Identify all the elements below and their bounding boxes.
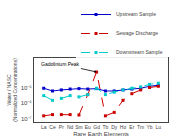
svg-text:10⁻⁷: 10⁻⁷ (21, 116, 32, 122)
svg-text:Sm: Sm (75, 124, 83, 130)
svg-text:La: La (41, 124, 47, 130)
svg-text:Lu: Lu (156, 124, 162, 130)
svg-text:Er: Er (129, 124, 134, 130)
svg-text:Downstream Sample: Downstream Sample (116, 49, 163, 55)
svg-text:Pr: Pr (59, 124, 64, 130)
svg-text:Gd: Gd (93, 124, 100, 130)
svg-text:Eu: Eu (85, 124, 91, 130)
svg-text:Yb: Yb (146, 124, 152, 130)
svg-text:Ho: Ho (120, 124, 127, 130)
svg-text:10⁻⁵: 10⁻⁵ (21, 85, 33, 91)
svg-text:Ce: Ce (49, 124, 56, 130)
svg-text:10⁻⁶: 10⁻⁶ (21, 100, 33, 106)
svg-text:Tb: Tb (102, 124, 108, 130)
svg-text:Dy: Dy (111, 124, 118, 130)
svg-text:Rare Earth Elements: Rare Earth Elements (73, 131, 129, 137)
svg-text:Sewage Discharge: Sewage Discharge (116, 30, 158, 36)
svg-text:Nd: Nd (67, 124, 74, 130)
svg-text:Gadolinium Peak: Gadolinium Peak (41, 61, 80, 67)
svg-text:Tm: Tm (137, 124, 144, 130)
svg-text:Water / NASC(Normalized Concen: Water / NASC(Normalized Concentrations) (6, 58, 19, 122)
svg-text:Upstream Sample: Upstream Sample (116, 11, 156, 17)
